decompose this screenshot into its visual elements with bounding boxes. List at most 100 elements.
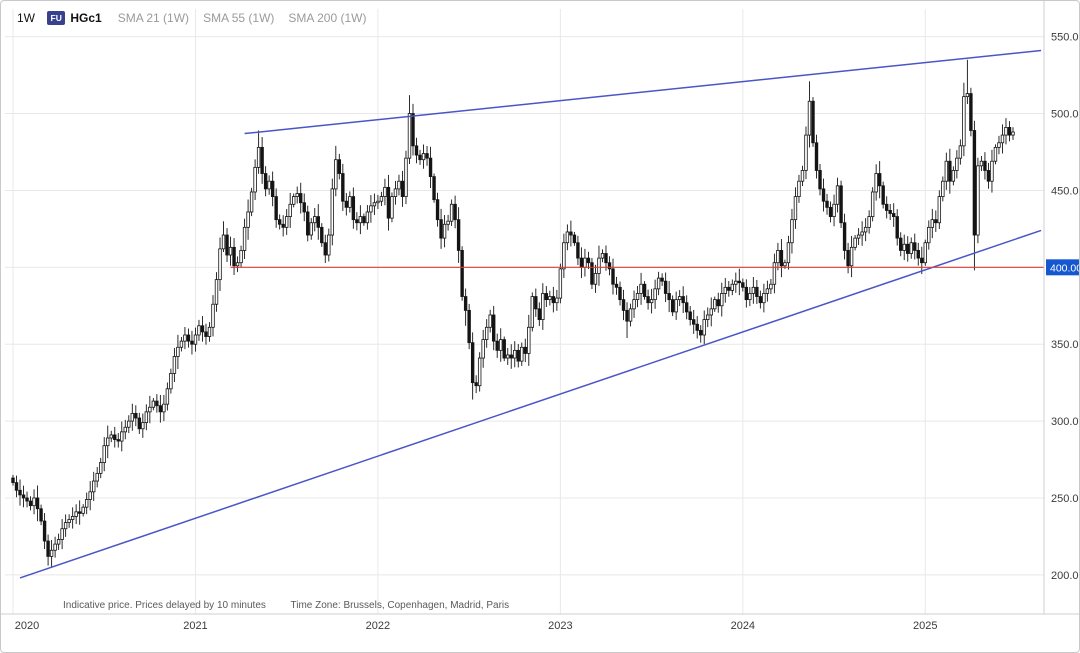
candlestick <box>972 130 977 236</box>
trendline-lower[interactable] <box>19 229 1042 579</box>
interval-selector[interactable]: 1W <box>17 11 35 25</box>
candlestick <box>362 216 366 224</box>
candlestick <box>867 216 871 228</box>
candlestick <box>446 220 450 225</box>
candlestick <box>355 219 359 224</box>
candlestick <box>1007 127 1012 136</box>
candlestick <box>621 299 626 311</box>
trendline-upper[interactable] <box>244 49 1042 135</box>
candlestick <box>646 296 650 304</box>
candlestick <box>190 340 194 345</box>
candlestick <box>42 520 47 542</box>
candlestick <box>21 494 26 499</box>
candlestick <box>997 142 1001 148</box>
candlestick <box>432 176 436 201</box>
legend-sma-21[interactable]: SMA 21 (1W) <box>117 11 190 25</box>
candlestick <box>221 234 226 250</box>
candlestick <box>618 286 622 301</box>
candlestick <box>923 242 927 264</box>
candlestick <box>811 100 815 144</box>
candlestick <box>49 549 54 557</box>
candlestick <box>670 299 675 313</box>
candlestick <box>365 211 370 224</box>
candlestick <box>727 286 731 291</box>
candlestick <box>642 283 647 297</box>
candlestick <box>586 257 591 264</box>
candlestick <box>818 170 822 190</box>
candlestick <box>702 319 706 336</box>
candlestick <box>660 277 664 282</box>
legend-sma-55[interactable]: SMA 55 (1W) <box>203 11 275 25</box>
candlestick <box>253 166 257 193</box>
candlestick <box>70 516 75 520</box>
candlestick <box>765 288 770 294</box>
candlestick <box>1000 134 1005 144</box>
candlestick <box>270 180 275 197</box>
candlestick <box>481 339 485 359</box>
exchange-badge-icon: FU <box>47 11 66 25</box>
legend-sma-200[interactable]: SMA 200 (1W) <box>288 11 367 25</box>
candlestick <box>958 145 963 159</box>
candlestick <box>628 308 633 322</box>
candlestick <box>442 223 447 239</box>
candlestick <box>748 293 752 301</box>
candlestick <box>449 203 454 222</box>
candlestick <box>260 146 264 174</box>
candlestick <box>656 277 661 290</box>
candlestick <box>313 216 317 224</box>
candlestick <box>688 311 692 321</box>
candlestick <box>870 191 875 217</box>
candlestick <box>576 242 580 259</box>
candlestick <box>520 346 524 362</box>
candlestick <box>537 308 542 321</box>
x-axis-label: 2023 <box>548 620 572 632</box>
candlestick <box>292 196 296 205</box>
candlestick <box>509 354 513 359</box>
symbol-label[interactable]: HGc1 <box>70 11 102 25</box>
candlestick <box>639 283 643 294</box>
candlestick <box>284 216 289 228</box>
candlestick <box>39 508 43 522</box>
candlestick <box>239 250 243 264</box>
candlestick <box>744 286 749 301</box>
candlestick <box>197 325 201 336</box>
candlestick <box>825 200 829 208</box>
candlestick <box>467 309 471 344</box>
candlestick <box>706 314 710 321</box>
candlestick <box>614 283 619 288</box>
candlestick <box>990 160 994 182</box>
candlestick <box>256 146 261 168</box>
candlestick <box>551 296 556 304</box>
y-axis-label: 550.00 <box>1051 32 1080 44</box>
candlestick <box>832 203 836 217</box>
candlestick <box>741 282 745 288</box>
candlestick <box>941 180 945 197</box>
candlestick <box>460 250 464 297</box>
candlestick <box>720 293 724 307</box>
candlestick <box>723 286 727 294</box>
candlestick <box>404 157 408 197</box>
candlestick <box>302 202 306 213</box>
candlestick <box>807 100 812 136</box>
candlestick <box>597 257 601 274</box>
candlestick <box>158 405 163 413</box>
candlestick <box>383 186 387 197</box>
candlestick <box>692 319 696 325</box>
chart-footer: Indicative price. Prices delayed by 10 m… <box>63 600 531 611</box>
candlestick <box>421 153 426 161</box>
candlestick <box>502 339 506 359</box>
y-axis-label: 200.00 <box>1051 570 1080 582</box>
candlestick <box>425 153 429 159</box>
candlestick <box>193 334 198 345</box>
candlestick <box>902 243 906 251</box>
candlestick <box>390 196 394 219</box>
candlestick <box>127 420 131 428</box>
candlestick <box>793 196 798 221</box>
candlestick <box>148 406 152 413</box>
candlestick <box>779 250 784 267</box>
candlestick <box>53 543 57 551</box>
candlestick <box>397 180 401 190</box>
candlestick <box>453 203 457 221</box>
